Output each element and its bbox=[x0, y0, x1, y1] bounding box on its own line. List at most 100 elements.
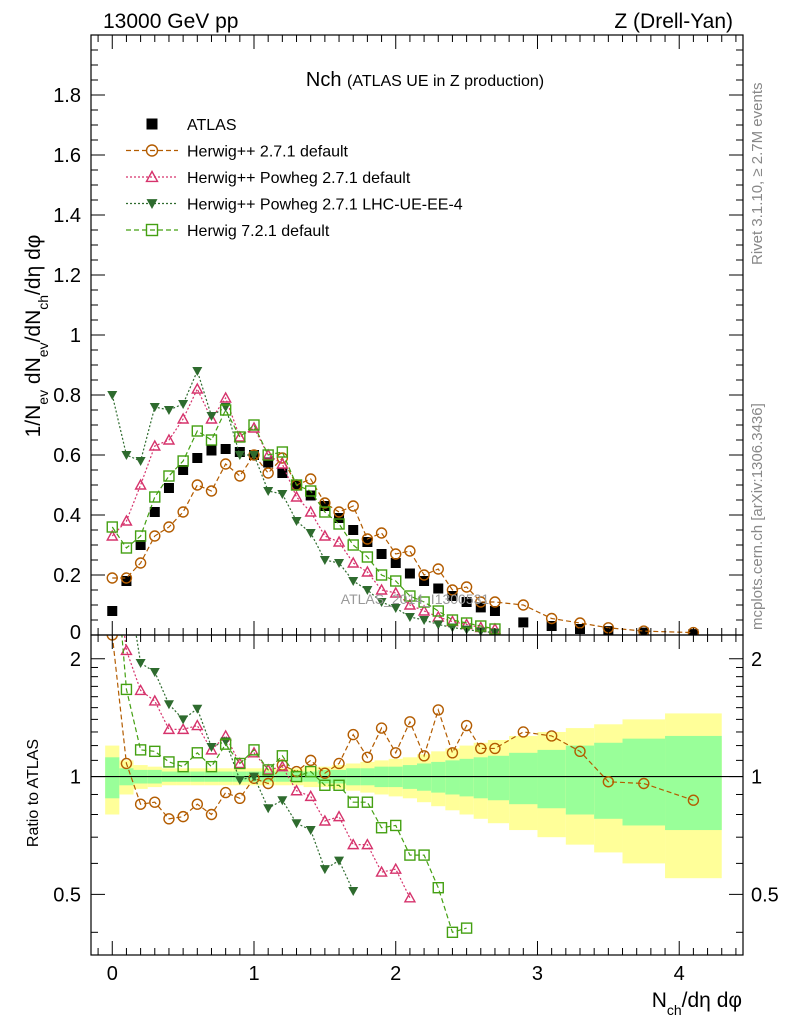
point-herwig7 bbox=[106, 521, 118, 533]
ratio-point-herwigpp_powheg bbox=[276, 760, 289, 772]
point-herwig7 bbox=[205, 434, 218, 446]
ratio-y-axis-label: Ratio to ATLAS bbox=[25, 739, 42, 847]
point-herwigpp_powheg bbox=[304, 505, 317, 517]
ratio-point-herwig7 bbox=[134, 744, 147, 756]
point-herwigpp_powheg_ue bbox=[319, 556, 330, 565]
series-line-herwigpp_powheg bbox=[111, 387, 496, 630]
main-y-axis-label: 1/Nev dNev/dNch/dη dφ bbox=[22, 235, 51, 438]
point-data bbox=[348, 525, 359, 535]
side-labels: Rivet 3.1.10, ≥ 2.7M events mcplots.cern… bbox=[749, 83, 766, 631]
point-herwig7 bbox=[375, 569, 388, 581]
ratio-band-inner bbox=[537, 749, 566, 809]
ratio-point-herwigpp_default bbox=[638, 777, 650, 790]
ratio-point-herwigpp_powheg bbox=[120, 644, 133, 656]
point-herwigpp_powheg_ue bbox=[263, 487, 274, 496]
point-herwigpp_powheg_ue bbox=[249, 451, 259, 460]
ratio-band-inner bbox=[665, 735, 722, 831]
point-herwig7 bbox=[333, 518, 345, 530]
ratio-point-herwig7 bbox=[205, 760, 218, 773]
point-herwigpp_powheg bbox=[332, 535, 346, 547]
ratio-point-herwig7 bbox=[432, 882, 444, 894]
legend-label: Herwig++ Powheg 2.7.1 LHC-UE-EE-4 bbox=[187, 197, 463, 214]
point-herwigpp_default bbox=[404, 545, 416, 557]
ratio-series-herwigpp_powheg_ue bbox=[107, 381, 359, 897]
ratio-point-herwig7 bbox=[460, 922, 473, 934]
series-herwigpp_default bbox=[106, 449, 700, 635]
legend-item-herwigpp_powheg_ue: Herwig++ Powheg 2.7.1 LHC-UE-EE-4 bbox=[126, 197, 463, 214]
ratio-point-herwig7 bbox=[347, 796, 359, 808]
ratio-point-herwigpp_default bbox=[361, 751, 374, 764]
point-herwigpp_default bbox=[418, 569, 430, 581]
ratio-band-inner bbox=[594, 742, 623, 819]
ratio-band-inner bbox=[105, 757, 120, 799]
ratio-point-herwigpp_powheg_ue bbox=[305, 826, 316, 836]
ratio-y-tick-label-right: 2 bbox=[751, 649, 762, 671]
series-line-herwig7 bbox=[111, 408, 496, 630]
ratio-point-herwigpp_default bbox=[545, 730, 558, 742]
series-line-herwigpp_default bbox=[112, 453, 694, 634]
point-herwigpp_default bbox=[319, 497, 331, 509]
point-data bbox=[447, 591, 458, 601]
point-herwig7 bbox=[361, 551, 374, 563]
point-herwig7 bbox=[134, 530, 147, 542]
ratio-point-herwigpp_powheg_ue bbox=[334, 856, 345, 866]
point-data bbox=[178, 465, 189, 475]
point-herwigpp_powheg_ue bbox=[163, 406, 174, 415]
point-herwigpp_powheg bbox=[134, 478, 147, 490]
ratio-band-inner bbox=[509, 752, 538, 805]
legend-label: Herwig 7.2.1 default bbox=[187, 223, 330, 240]
ratio-point-herwigpp_default bbox=[602, 776, 615, 788]
y-tick-label: 1.6 bbox=[53, 145, 81, 167]
point-herwigpp_default bbox=[347, 500, 359, 512]
chart-title: Nch (ATLAS UE in Z production) bbox=[306, 69, 544, 91]
point-data bbox=[390, 558, 401, 568]
y-tick-label-zero: 0 bbox=[70, 622, 81, 644]
ratio-line-herwigpp_powheg_ue bbox=[135, 635, 354, 892]
point-herwig7 bbox=[177, 455, 189, 467]
point-data bbox=[135, 540, 146, 550]
ratio-point-herwigpp_powheg bbox=[148, 694, 161, 706]
ratio-point-herwig7 bbox=[304, 765, 317, 778]
ratio-point-herwigpp_default bbox=[574, 745, 586, 758]
ratio-point-herwigpp_powheg_ue bbox=[234, 775, 245, 785]
ratio-point-herwigpp_powheg_ue bbox=[192, 704, 203, 714]
ratio-point-herwigpp_default bbox=[219, 786, 232, 799]
point-herwigpp_default bbox=[460, 581, 473, 593]
point-herwig7 bbox=[390, 575, 402, 587]
y-tick-label: 0.8 bbox=[53, 385, 81, 407]
ratio-point-herwigpp_default bbox=[262, 777, 274, 790]
ratio-y-tick-label: 2 bbox=[70, 649, 81, 671]
point-herwigpp_default bbox=[446, 584, 459, 596]
ratio-point-herwigpp_default bbox=[475, 742, 487, 755]
point-data bbox=[220, 444, 231, 454]
ratio-point-herwigpp_default bbox=[333, 757, 345, 770]
point-herwigpp_powheg bbox=[148, 439, 161, 451]
ratio-point-herwigpp_powheg_ue bbox=[135, 659, 146, 669]
point-data bbox=[334, 513, 345, 523]
point-herwigpp_powheg_ue bbox=[277, 490, 288, 499]
point-herwig7 bbox=[191, 425, 204, 437]
ratio-point-herwigpp_powheg_ue bbox=[178, 715, 189, 725]
point-data bbox=[433, 583, 444, 594]
point-herwigpp_default bbox=[545, 612, 558, 625]
legend-label: ATLAS bbox=[187, 117, 237, 134]
ratio-point-herwigpp_default bbox=[390, 747, 402, 759]
point-herwigpp_default bbox=[149, 530, 161, 542]
point-herwigpp_default bbox=[191, 479, 204, 491]
ratio-band-inner bbox=[431, 761, 446, 793]
point-herwig7 bbox=[149, 491, 161, 503]
point-herwig7 bbox=[418, 596, 430, 608]
ratio-point-herwigpp_powheg bbox=[318, 814, 332, 826]
ratio-point-herwigpp_default bbox=[460, 719, 473, 732]
ratio-y-tick-label-right: 0.5 bbox=[751, 884, 779, 906]
ratio-point-herwigpp_powheg_ue bbox=[107, 381, 117, 390]
ratio-point-herwigpp_powheg bbox=[304, 789, 317, 802]
ratio-point-herwig7 bbox=[290, 770, 303, 783]
point-data bbox=[376, 549, 387, 559]
point-data bbox=[419, 576, 430, 586]
ratio-point-herwigpp_powheg_ue bbox=[319, 865, 330, 875]
ratio-series-herwigpp_default bbox=[106, 635, 700, 825]
y-tick-label: 0.2 bbox=[53, 565, 81, 587]
point-herwig7 bbox=[276, 446, 289, 458]
point-herwigpp_default bbox=[205, 485, 218, 497]
